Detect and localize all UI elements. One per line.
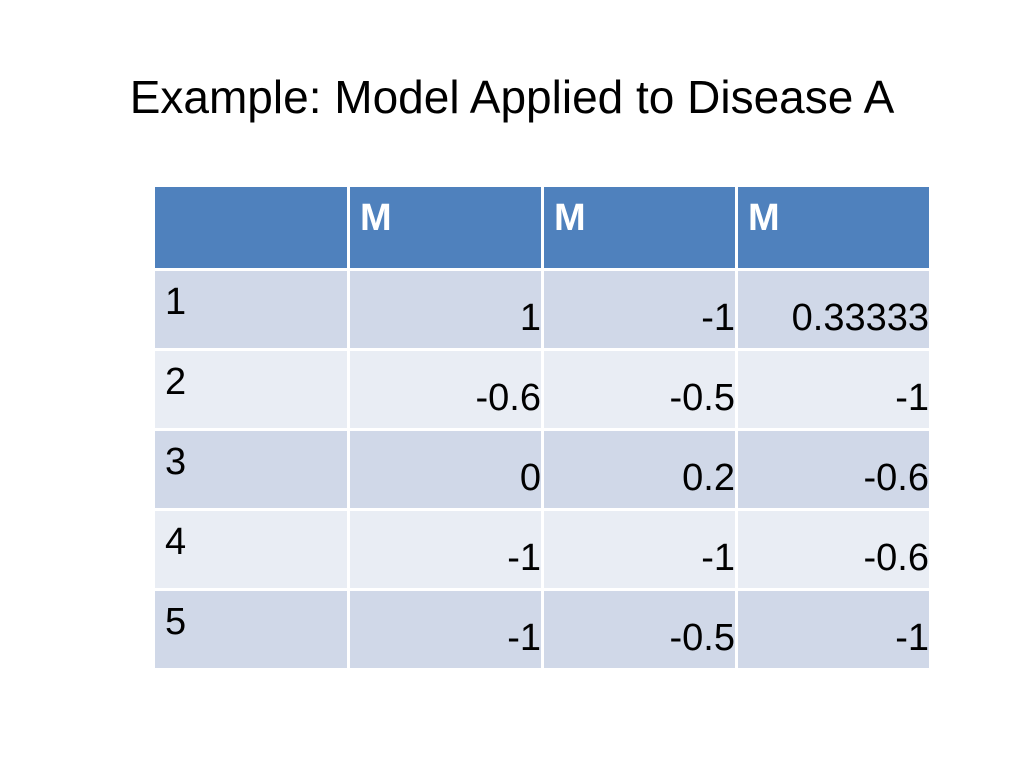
table-cell: 0.33333 xyxy=(735,268,932,351)
header-cell-corner xyxy=(152,184,350,271)
table-cell: 1 xyxy=(347,268,544,351)
table-cell: -0.6 xyxy=(347,348,544,431)
table-cell: -0.5 xyxy=(541,588,738,671)
table-row: 1 1 -1 0.33333 xyxy=(152,268,932,351)
table-row: 4 -1 -1 -0.6 xyxy=(152,508,932,591)
table-row: 2 -0.6 -0.5 -1 xyxy=(152,348,932,431)
table-cell: -1 xyxy=(541,268,738,351)
header-cell: M xyxy=(347,184,544,271)
table-cell: 0 xyxy=(347,428,544,511)
table-cell: -1 xyxy=(735,348,932,431)
header-cell: M xyxy=(735,184,932,271)
row-label: 1 xyxy=(152,268,350,351)
row-label: 4 xyxy=(152,508,350,591)
table-cell: -1 xyxy=(735,588,932,671)
table-cell: -0.6 xyxy=(735,508,932,591)
table-row: 3 0 0.2 -0.6 xyxy=(152,428,932,511)
table-cell: -1 xyxy=(541,508,738,591)
data-table: M M M 1 1 -1 0.33333 2 -0.6 -0.5 -1 3 0 … xyxy=(152,184,932,671)
table-cell: -1 xyxy=(347,508,544,591)
table-cell: -0.6 xyxy=(735,428,932,511)
table-cell: 0.2 xyxy=(541,428,738,511)
table-cell: -1 xyxy=(347,588,544,671)
row-label: 2 xyxy=(152,348,350,431)
table-header-row: M M M xyxy=(152,184,932,271)
header-cell: M xyxy=(541,184,738,271)
table-row: 5 -1 -0.5 -1 xyxy=(152,588,932,671)
row-label: 3 xyxy=(152,428,350,511)
slide-title: Example: Model Applied to Disease A xyxy=(129,71,895,123)
row-label: 5 xyxy=(152,588,350,671)
table-cell: -0.5 xyxy=(541,348,738,431)
